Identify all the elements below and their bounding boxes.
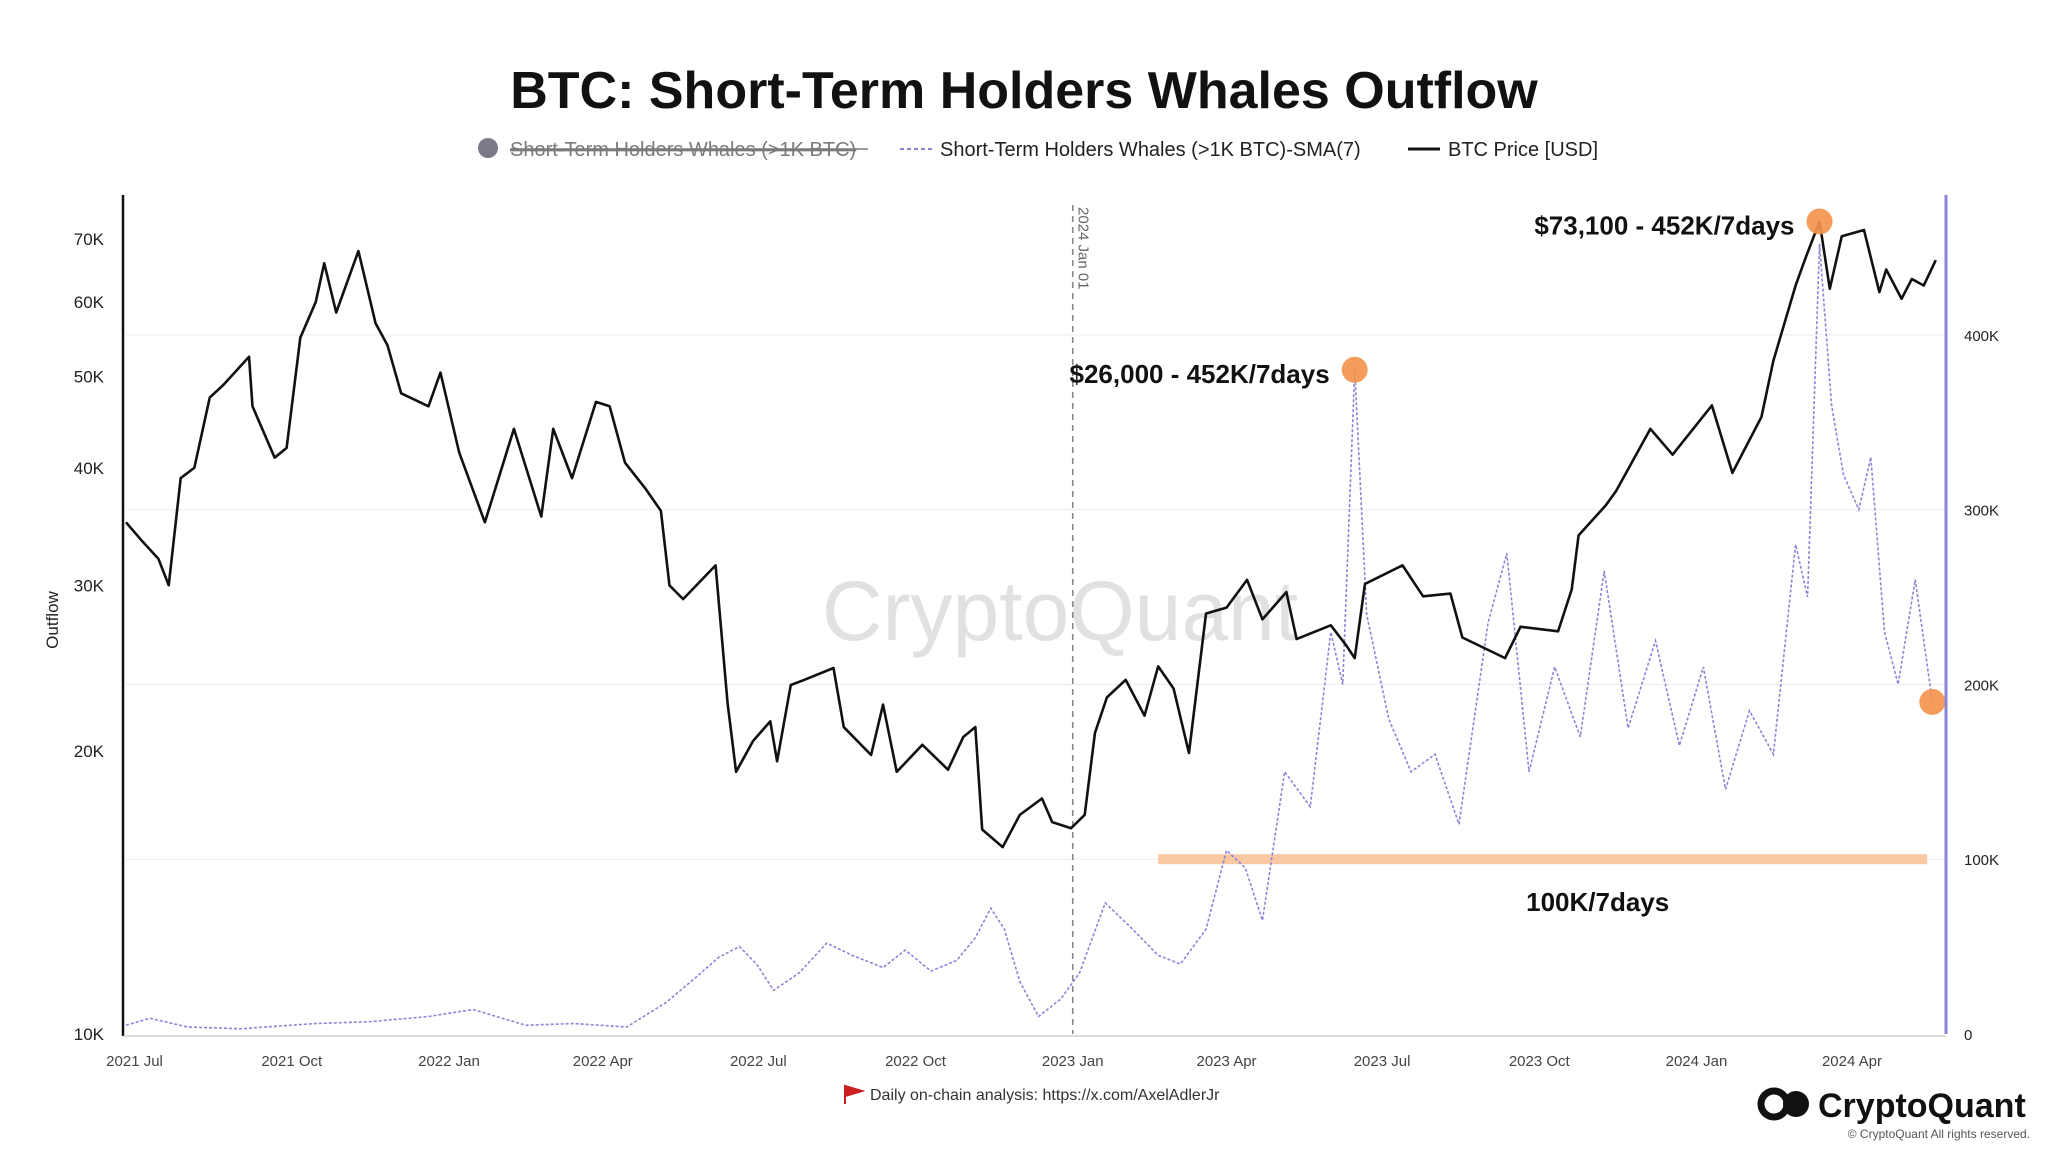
x-tick-label: 2024 Jan xyxy=(1666,1053,1728,1070)
annotation-label: $73,100 - 452K/7days xyxy=(1534,211,1794,241)
x-tick-label: 2023 Apr xyxy=(1197,1053,1257,1070)
y-left-tick-label: 40K xyxy=(74,459,105,478)
annotation-marker xyxy=(1341,356,1368,383)
price-series-line xyxy=(125,220,1937,849)
y-right-tick-label: 0 xyxy=(1964,1027,1972,1044)
threshold-bar xyxy=(1158,854,1928,865)
legend-label-price: BTC Price [USD] xyxy=(1448,139,1598,161)
legend-item-raw[interactable]: Short-Term Holders Whales (>1K BTC) xyxy=(478,138,868,161)
x-tick-label: 2024 Apr xyxy=(1822,1053,1882,1070)
logo-dot-icon xyxy=(1783,1091,1809,1117)
annotation-marker xyxy=(1806,208,1833,235)
y-left-tick-label: 70K xyxy=(74,230,105,249)
y-right-tick-label: 400K xyxy=(1964,328,1999,345)
legend: Short-Term Holders Whales (>1K BTC) Shor… xyxy=(478,138,1598,161)
footer: Daily on-chain analysis: https://x.com/A… xyxy=(844,1084,2030,1141)
y-right-tick-label: 200K xyxy=(1964,677,1999,694)
brand-name: CryptoQuant xyxy=(1818,1087,2026,1125)
x-tick-label: 2022 Apr xyxy=(573,1053,633,1070)
watermark: CryptoQuant xyxy=(822,564,1298,658)
x-tick-label: 2023 Oct xyxy=(1509,1053,1571,1070)
x-tick-label: 2021 Oct xyxy=(261,1053,323,1070)
chart-title: BTC: Short-Term Holders Whales Outflow xyxy=(510,62,1538,120)
annotation-label: $26,000 - 452K/7days xyxy=(1070,359,1330,389)
copyright: © CryptoQuant All rights reserved. xyxy=(1848,1127,2030,1141)
series-group xyxy=(125,220,1937,1030)
x-tick-label: 2023 Jul xyxy=(1354,1053,1411,1070)
annotation-markers: $26,000 - 452K/7days $73,100 - 452K/7days xyxy=(1070,208,1946,715)
vertical-marker: 2024 Jan 01 xyxy=(1071,205,1092,1034)
legend-item-price[interactable]: BTC Price [USD] xyxy=(1408,139,1598,161)
legend-label-raw: Short-Term Holders Whales (>1K BTC) xyxy=(510,139,856,161)
legend-dot-icon xyxy=(478,138,498,158)
y-left-tick-label: 60K xyxy=(74,293,105,312)
y-axis-label: Outflow xyxy=(43,590,62,648)
annotation-marker xyxy=(1919,688,1946,715)
y-left-tick-label: 50K xyxy=(74,368,105,387)
threshold-label: 100K/7days xyxy=(1526,887,1669,917)
y-right-tick-label: 100K xyxy=(1964,852,1999,869)
footer-link[interactable]: Daily on-chain analysis: https://x.com/A… xyxy=(870,1087,1220,1104)
x-tick-label: 2023 Jan xyxy=(1042,1053,1104,1070)
legend-label-sma: Short-Term Holders Whales (>1K BTC)-SMA(… xyxy=(940,139,1361,161)
threshold-band: 100K/7days xyxy=(1158,854,1928,917)
x-tick-label: 2022 Oct xyxy=(885,1053,947,1070)
x-tick-label: 2022 Jan xyxy=(418,1053,480,1070)
flag-icon xyxy=(844,1084,866,1104)
y-right-tick-label: 300K xyxy=(1964,503,1999,520)
legend-item-sma[interactable]: Short-Term Holders Whales (>1K BTC)-SMA(… xyxy=(900,139,1361,161)
y-left-tick-label: 20K xyxy=(74,742,105,761)
cryptoquant-logo xyxy=(1757,1087,1809,1121)
x-tick-label: 2022 Jul xyxy=(730,1053,787,1070)
x-tick-label: 2021 Jul xyxy=(106,1053,163,1070)
y-left-tick-label: 10K xyxy=(74,1025,105,1044)
y-left-tick-label: 30K xyxy=(74,576,105,595)
sma-series-line xyxy=(125,243,1934,1030)
vertical-marker-label: 2024 Jan 01 xyxy=(1075,207,1092,290)
axes: 10K 20K 30K 40K 50K 60K 70K 0 100K 200K 300K 400K 20… xyxy=(74,195,1999,1070)
